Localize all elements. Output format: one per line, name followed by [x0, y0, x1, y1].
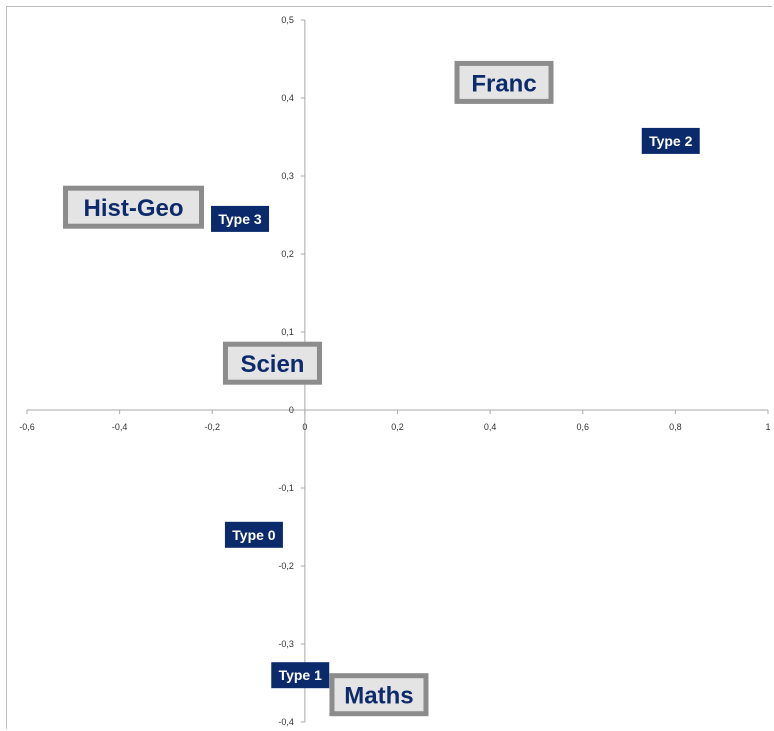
type-point-label: Type 3	[218, 211, 262, 227]
type-point-label: Type 0	[232, 527, 276, 543]
type-point-label: Type 1	[279, 667, 323, 683]
variable-point-box	[454, 60, 554, 104]
type-point-box	[641, 127, 700, 154]
variable-point-label: Franc	[471, 70, 536, 97]
x-tick-label: -0,2	[204, 422, 220, 432]
y-tick-label: 0,5	[281, 15, 294, 25]
x-tick-label: 0,8	[669, 422, 682, 432]
y-tick-label: 0,1	[281, 327, 294, 337]
type-point-box	[211, 205, 270, 232]
variable-point-label: Hist-Geo	[84, 195, 184, 222]
chart-frame	[6, 6, 772, 729]
variable-point-box	[222, 341, 322, 385]
y-tick-label: -0,1	[278, 483, 294, 493]
y-tick-label: 0,4	[281, 93, 294, 103]
x-tick-label: -0,6	[19, 422, 35, 432]
x-tick-label: 0,4	[484, 422, 497, 432]
variable-point-box	[329, 673, 429, 717]
x-tick-label: 0,2	[391, 422, 404, 432]
x-tick-label: 0,6	[576, 422, 589, 432]
type-point-box	[224, 521, 283, 548]
variable-point-label: Maths	[344, 683, 413, 710]
x-tick-label: 0	[302, 422, 307, 432]
variable-point-label: Scien	[240, 351, 304, 378]
y-tick-label: -0,3	[278, 639, 294, 649]
y-tick-label: -0,2	[278, 561, 294, 571]
type-point-label: Type 2	[649, 133, 693, 149]
y-tick-label: 0,2	[281, 249, 294, 259]
x-tick-label: 1	[765, 422, 770, 432]
variable-point-box	[63, 185, 205, 229]
type-point-box	[271, 662, 330, 689]
y-tick-label: 0,3	[281, 171, 294, 181]
y-tick-label: 0	[289, 405, 294, 415]
x-tick-label: -0,4	[112, 422, 128, 432]
y-tick-label: -0,4	[278, 717, 294, 727]
